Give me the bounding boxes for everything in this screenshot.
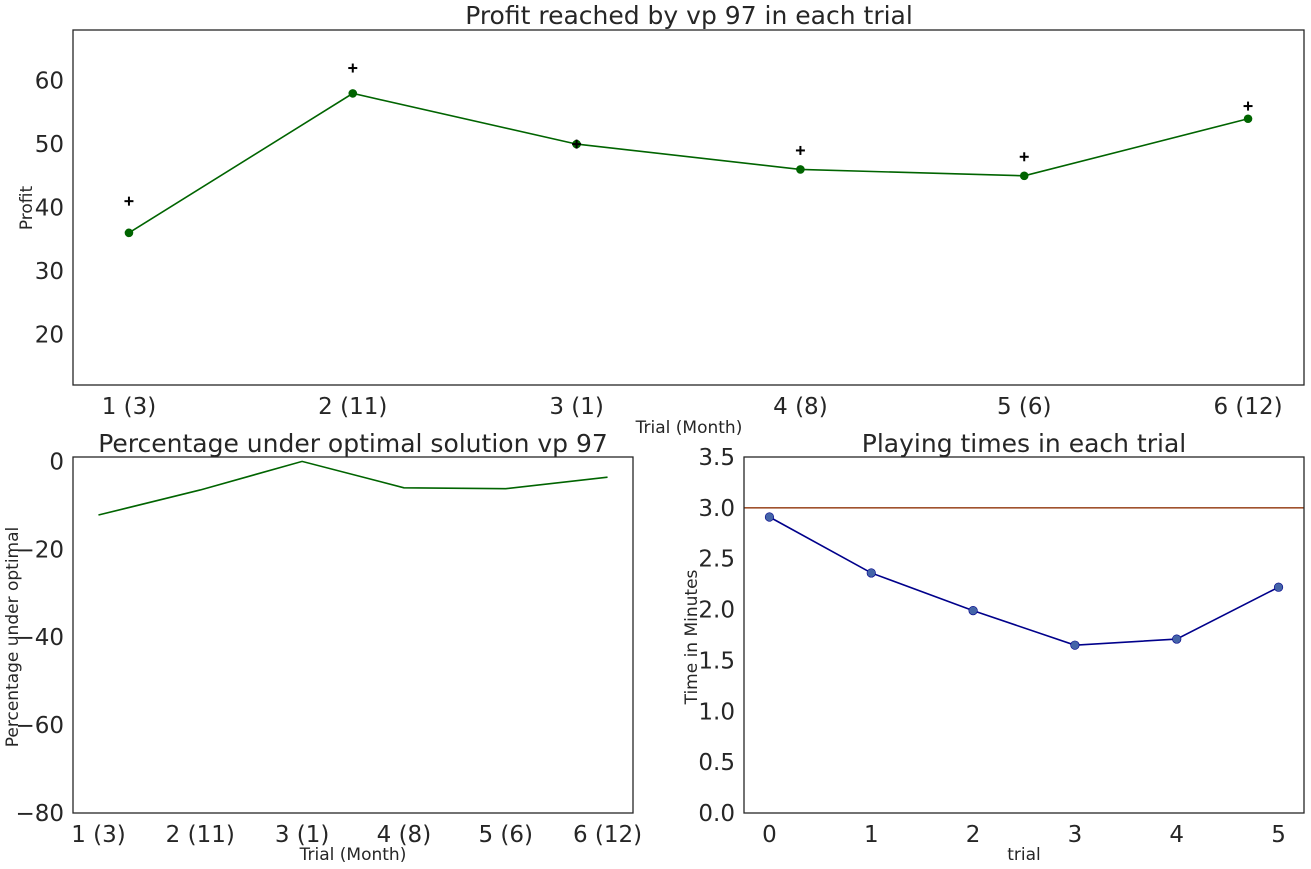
profit-series-0-point-4 [1019,171,1029,181]
times-x-tick-5: 5 [1271,822,1286,848]
percentage-chart: Percentage under optimal solution vp 97 … [3,429,642,865]
times-series-0-point-2 [968,605,978,616]
profit-series-0-point-3 [796,165,805,174]
profit-y-tick-2: 40 [35,196,64,222]
profit-x-tick-4: 5 (6) [997,394,1052,420]
percentage-y-tick-3: −60 [15,713,64,739]
profit-x-tick-1: 2 (11) [318,394,387,420]
profit-series-1-point-3 [795,145,805,155]
profit-x-ticks: 1 (3) 2 (11) 3 (1) 4 (8) 5 (6) 6 (12) [102,394,1283,420]
percentage-y-axis-label: Percentage under optimal [3,527,23,748]
times-series-0-point-1 [866,568,876,578]
profit-x-tick-3: 4 (8) [773,394,828,420]
times-y-tick-7: 3.5 [698,445,735,471]
profit-y-tick-3: 50 [35,132,64,158]
times-y-axis-label: Time in Minutes [682,569,702,705]
times-chart: Playing times in each trial Time in Minu… [682,429,1305,865]
profit-marks [124,63,1253,238]
percentage-y-tick-0: 0 [49,449,64,475]
times-y-tick-3: 1.5 [698,648,735,674]
times-series-0-point-4 [1172,634,1182,644]
percentage-x-tick-0: 1 (3) [71,822,126,848]
times-chart-title: Playing times in each trial [862,429,1186,458]
times-y-tick-6: 3.0 [698,496,735,522]
times-x-tick-0: 0 [762,822,777,848]
profit-x-tick-2: 3 (1) [549,394,604,420]
times-plot-frame [743,456,1305,814]
percentage-y-tick-4: −80 [15,801,64,827]
times-series-0-point-5 [1273,582,1284,592]
percentage-x-tick-3: 4 (8) [377,822,432,848]
profit-series-0-point-1 [348,89,358,98]
percentage-x-tick-1: 2 (11) [166,822,235,848]
percentage-x-tick-5: 6 (12) [573,822,642,848]
percentage-x-tick-4: 5 (6) [478,822,533,848]
times-series-0-point-3 [1070,640,1080,650]
profit-x-tick-0: 1 (3) [102,394,157,420]
times-y-ticks: 0.0 0.5 1.0 1.5 2.0 2.5 3.0 3.5 [698,445,735,827]
profit-series-1-point-4 [1019,152,1029,162]
percentage-x-tick-2: 3 (1) [275,822,330,848]
percentage-chart-title: Percentage under optimal solution vp 97 [98,429,608,458]
profit-series-1-point-1 [348,63,358,73]
profit-chart: Profit reached by vp 97 in each trial Pr… [17,1,1305,438]
profit-series-0-point-0 [124,228,134,238]
times-y-tick-2: 1.0 [698,699,735,725]
times-x-tick-2: 2 [966,822,981,848]
times-y-tick-1: 0.5 [698,750,735,776]
times-series-0-point-0 [764,512,775,522]
times-x-axis-label: trial [1007,845,1041,865]
percentage-y-tick-2: −40 [15,625,64,651]
profit-y-tick-1: 30 [35,259,64,285]
profit-y-tick-0: 20 [35,322,64,348]
profit-plot-frame [72,29,1305,386]
times-x-ticks: 0 1 2 3 4 5 [762,822,1286,848]
percentage-x-axis-label: Trial (Month) [299,845,407,865]
profit-series-1-point-2 [572,139,582,149]
times-x-tick-3: 3 [1068,822,1083,848]
percentage-marks [98,460,608,516]
times-x-tick-1: 1 [864,822,879,848]
profit-series-1-point-5 [1243,101,1253,111]
profit-x-axis-label: Trial (Month) [635,418,743,438]
profit-x-tick-5: 6 (12) [1213,394,1282,420]
times-marks [744,507,1304,650]
profit-y-tick-4: 60 [35,69,64,95]
profit-y-axis-label: Profit [17,185,37,230]
profit-series-1-point-0 [124,196,134,206]
profit-chart-title: Profit reached by vp 97 in each trial [465,1,913,30]
times-y-tick-4: 2.0 [698,598,735,624]
profit-y-ticks: 20 30 40 50 60 [35,69,64,349]
profit-series-0-point-5 [1243,114,1253,124]
percentage-series-0-line [98,460,608,516]
percentage-x-ticks: 1 (3) 2 (11) 3 (1) 4 (8) 5 (6) 6 (12) [71,822,642,848]
times-x-tick-4: 4 [1169,822,1184,848]
times-y-tick-5: 2.5 [698,547,735,573]
percentage-y-ticks: 0 −20 −40 −60 −80 [15,449,64,827]
times-series-0-line [769,516,1279,646]
profit-series-0-line [128,92,1249,234]
percentage-y-tick-1: −20 [15,537,64,563]
percentage-plot-frame [72,456,634,814]
times-y-tick-0: 0.0 [698,801,735,827]
